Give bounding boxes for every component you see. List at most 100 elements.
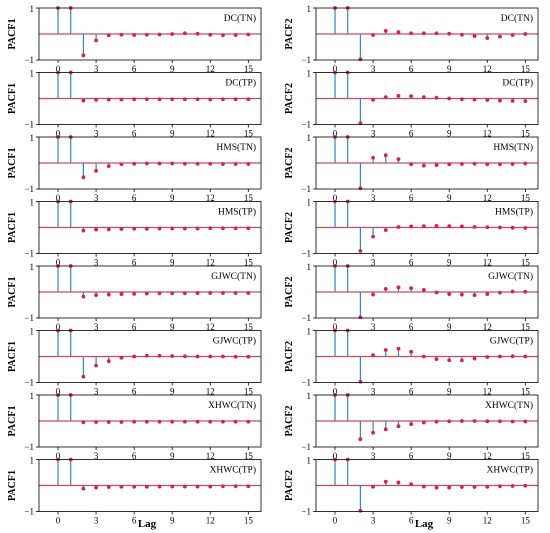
stem-marker bbox=[119, 420, 124, 424]
stem-marker bbox=[396, 157, 401, 162]
stem-marker bbox=[81, 486, 86, 491]
x-tick-label: 6 bbox=[409, 64, 414, 74]
y-tick-label-top: 1 bbox=[30, 133, 35, 143]
pacf-panel: 1 −1 0 3 6 9 12 15 PACF1 DC(TP) bbox=[7, 69, 262, 139]
stem-marker bbox=[396, 225, 401, 229]
x-tick-label: 3 bbox=[371, 129, 376, 139]
x-tick-label: 9 bbox=[447, 516, 452, 526]
stem-marker bbox=[371, 430, 375, 435]
pacf-panel: 1 −1 0 3 6 9 12 15 PACF2 GJWC(TP) bbox=[284, 327, 539, 397]
stem-marker bbox=[208, 226, 213, 231]
stem-marker bbox=[81, 294, 86, 299]
y-tick-label-bottom: −1 bbox=[24, 507, 34, 517]
stem-marker bbox=[106, 292, 111, 297]
x-tick-label: 0 bbox=[333, 129, 338, 139]
plot-frame bbox=[315, 72, 539, 125]
stem-marker bbox=[383, 348, 388, 352]
stem-marker bbox=[396, 30, 401, 35]
stem-marker bbox=[119, 292, 124, 296]
y-tick-label-top: 1 bbox=[307, 133, 312, 143]
stem-marker bbox=[523, 32, 528, 36]
panel-label: HMS(TN) bbox=[493, 142, 533, 153]
y-axis-title: PACF1 bbox=[7, 341, 18, 372]
stem-marker bbox=[396, 346, 401, 351]
x-tick-label: 6 bbox=[132, 516, 137, 526]
x-tick-label: 6 bbox=[409, 516, 414, 526]
y-tick-label-top: 1 bbox=[30, 69, 35, 79]
plot-frame bbox=[315, 136, 539, 190]
pacf-panel: 1 −1 0 3 6 9 12 15 PACF2 DC(TN) bbox=[284, 4, 539, 74]
stem-marker bbox=[396, 94, 401, 98]
stem-marker bbox=[358, 249, 363, 253]
stem-marker bbox=[421, 31, 426, 36]
y-tick-label-top: 1 bbox=[307, 327, 312, 337]
y-tick-label-top: 1 bbox=[30, 198, 35, 208]
y-tick-label-bottom: −1 bbox=[24, 378, 34, 388]
stem-marker bbox=[233, 226, 238, 231]
stem-marker bbox=[195, 354, 200, 359]
stem-marker bbox=[195, 291, 200, 295]
y-axis-title: PACF1 bbox=[7, 19, 18, 50]
stem-marker bbox=[157, 353, 162, 358]
stem-marker bbox=[144, 291, 149, 296]
x-tick-label: 12 bbox=[483, 387, 492, 397]
x-tick-label: 12 bbox=[206, 64, 215, 74]
stem-marker bbox=[106, 97, 111, 102]
stem-marker bbox=[132, 226, 137, 231]
x-tick-label: 9 bbox=[447, 451, 452, 461]
stem-marker bbox=[472, 293, 477, 298]
stem-marker bbox=[182, 354, 187, 359]
pacf-panel: 1 −1 0 3 6 9 12 15 PACF1 XHWC(TP) bbox=[7, 456, 262, 526]
stem-marker bbox=[383, 153, 388, 158]
plot-frame bbox=[315, 459, 539, 512]
y-tick-label-top: 1 bbox=[30, 456, 35, 466]
x-tick-label: 15 bbox=[521, 387, 531, 397]
stem-marker bbox=[371, 97, 375, 102]
y-axis-title: PACF2 bbox=[284, 19, 295, 50]
stem-marker bbox=[358, 186, 363, 191]
stem-marker bbox=[459, 485, 464, 489]
stem-marker bbox=[459, 32, 464, 37]
x-tick-label: 15 bbox=[244, 64, 254, 74]
stem-marker bbox=[396, 480, 401, 485]
stem-marker bbox=[81, 175, 86, 180]
stem-marker bbox=[106, 420, 111, 424]
stem-marker bbox=[409, 482, 414, 487]
y-tick-label-top: 1 bbox=[30, 327, 35, 337]
stem-marker bbox=[447, 358, 452, 363]
y-axis-title: PACF2 bbox=[284, 470, 295, 501]
stem-marker bbox=[485, 292, 490, 296]
pacf-panel: 1 −1 0 3 6 9 12 15 PACF1 XHWC(TN) bbox=[7, 391, 262, 461]
x-tick-label: 9 bbox=[447, 387, 452, 397]
x-tick-label: 0 bbox=[56, 129, 61, 139]
x-tick-label: 6 bbox=[409, 387, 414, 397]
stem-marker bbox=[233, 162, 238, 166]
y-tick-label-top: 1 bbox=[307, 198, 312, 208]
plot-frame bbox=[315, 7, 539, 61]
stem-marker bbox=[510, 225, 515, 230]
stem-marker bbox=[195, 484, 200, 489]
x-tick-label: 9 bbox=[170, 451, 175, 461]
stem-marker bbox=[221, 291, 225, 295]
stem-marker bbox=[119, 162, 124, 167]
stem-marker bbox=[459, 97, 464, 102]
stem-marker bbox=[132, 291, 137, 296]
x-tick-label: 0 bbox=[56, 258, 61, 268]
stem-marker bbox=[132, 354, 137, 359]
y-axis-title: PACF2 bbox=[284, 148, 295, 179]
stem-marker bbox=[94, 485, 98, 490]
stem-marker bbox=[396, 424, 401, 429]
y-tick-label-bottom: −1 bbox=[301, 442, 311, 452]
stem-marker bbox=[523, 161, 528, 166]
x-tick-label: 15 bbox=[244, 516, 254, 526]
x-tick-label: 3 bbox=[371, 451, 376, 461]
pacf-panel: 1 −1 0 3 6 9 12 15 PACF1 GJWC(TN) bbox=[7, 262, 262, 332]
stem-marker bbox=[132, 161, 137, 166]
stem-marker bbox=[409, 94, 414, 99]
stem-marker bbox=[498, 354, 502, 359]
y-tick-label-bottom: −1 bbox=[24, 120, 34, 130]
stem-marker bbox=[510, 98, 515, 103]
y-tick-label-bottom: −1 bbox=[301, 120, 311, 130]
y-tick-label-bottom: −1 bbox=[301, 249, 311, 259]
